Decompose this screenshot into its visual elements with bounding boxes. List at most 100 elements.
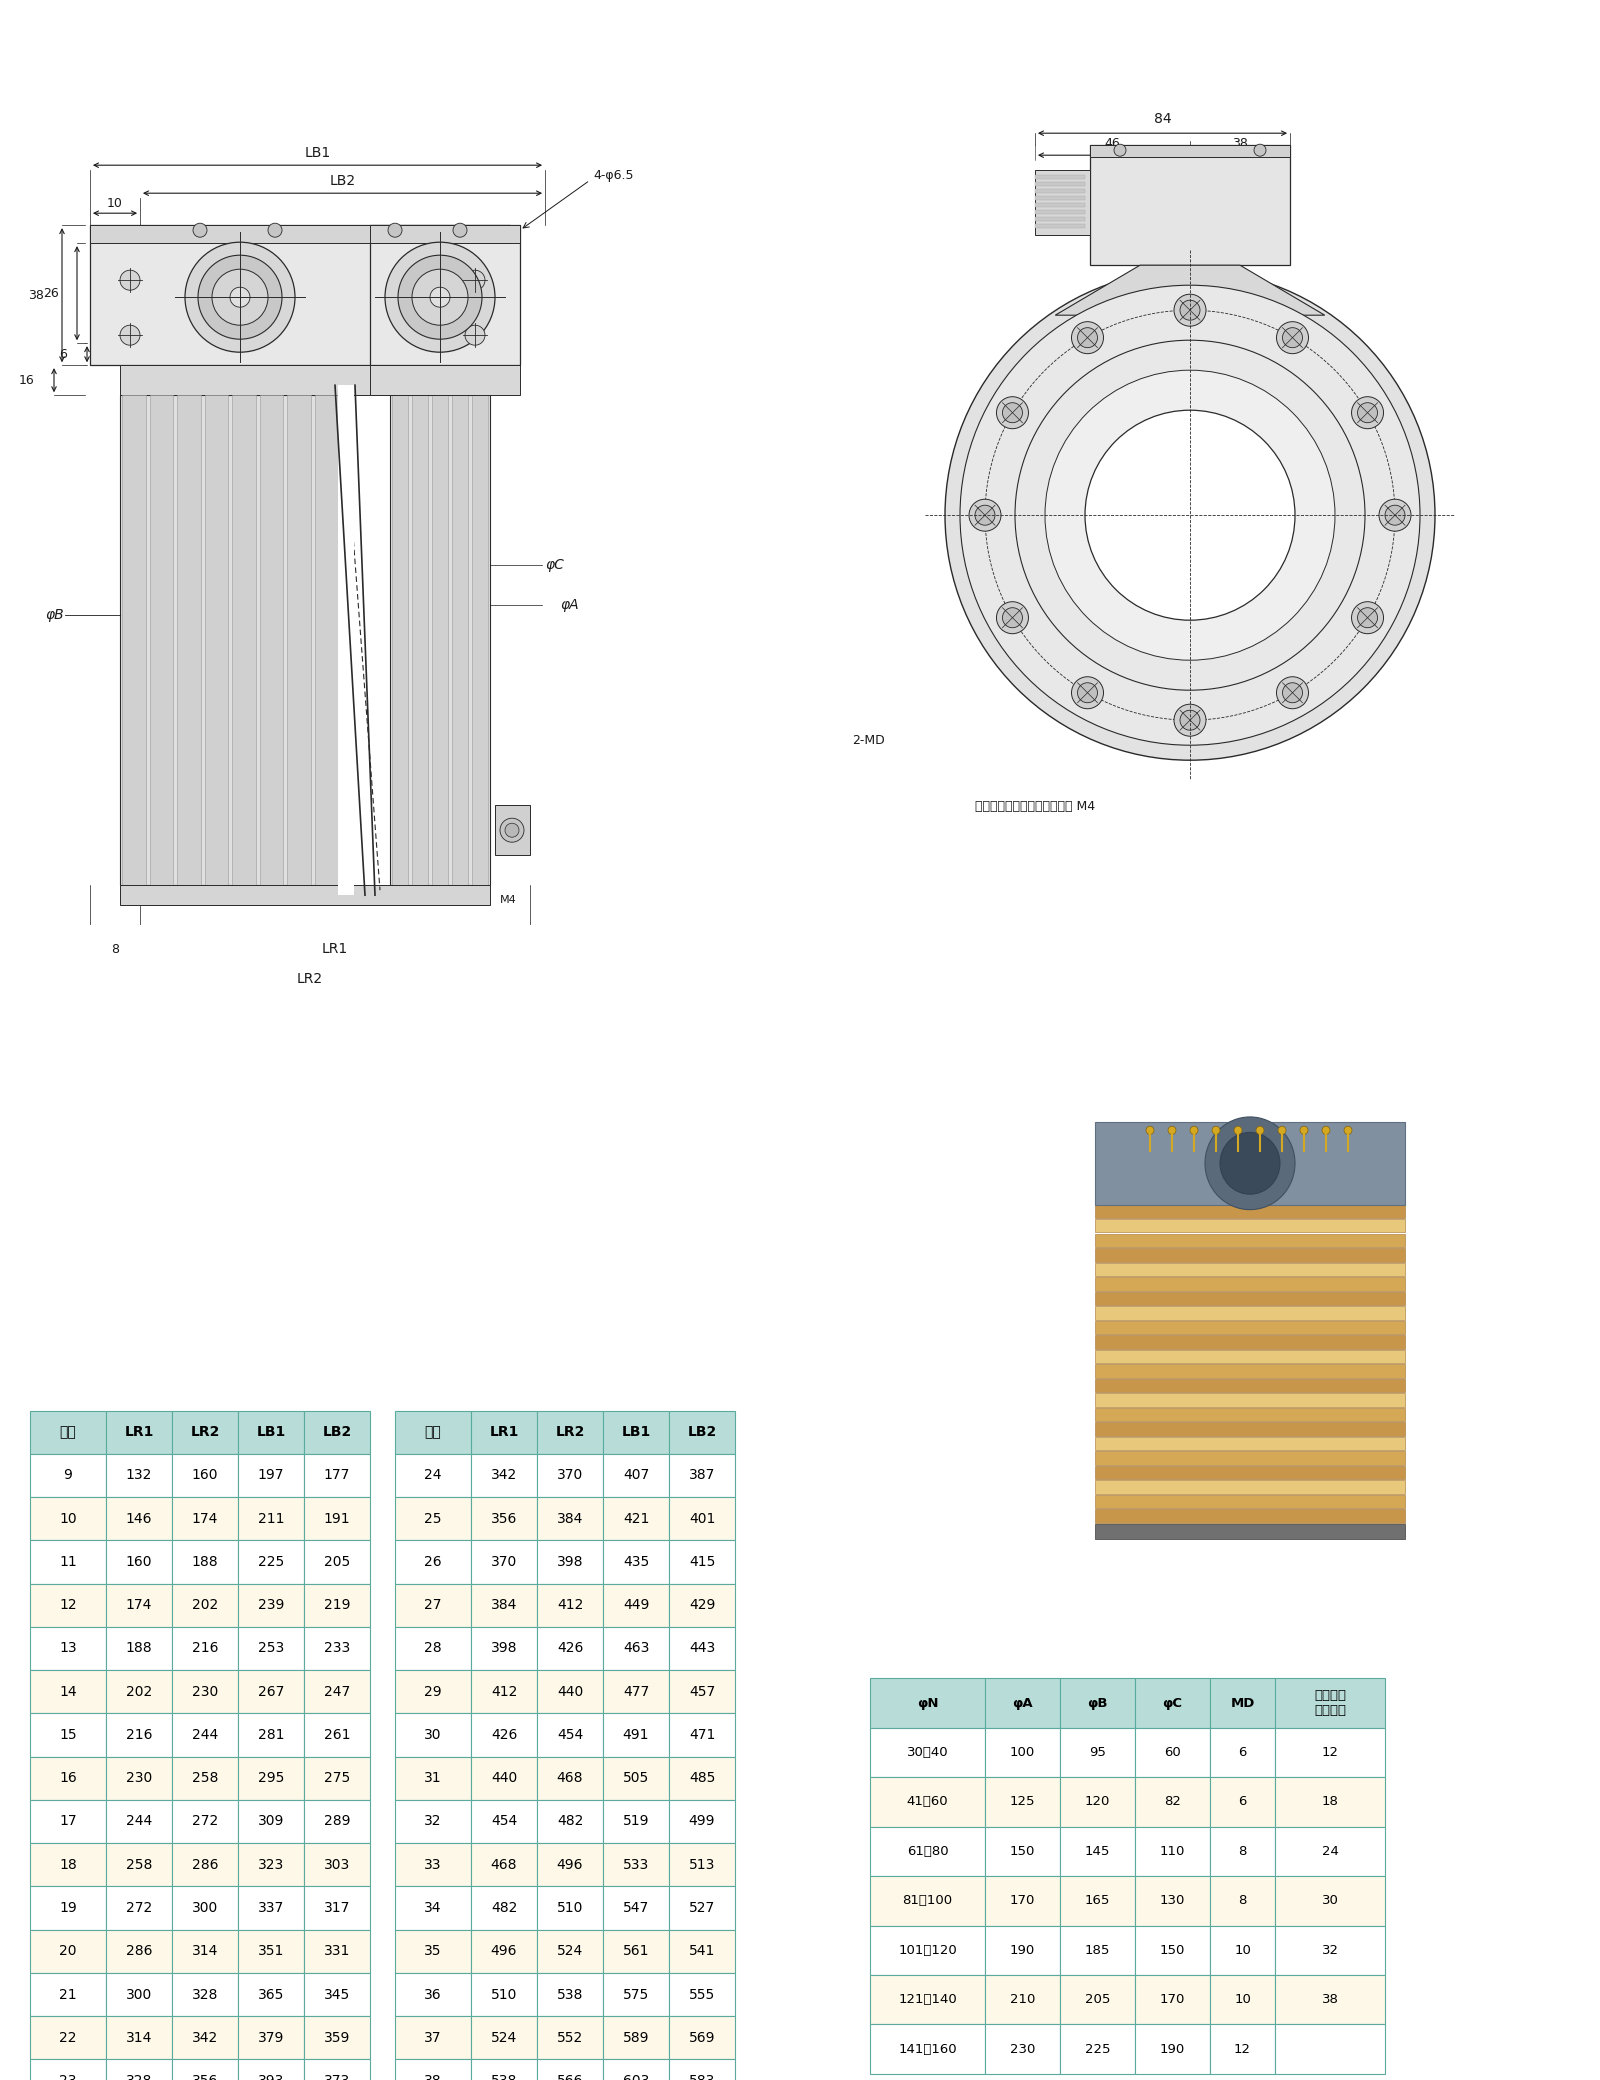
Text: 323: 323 [258, 1857, 285, 1872]
Bar [1094, 1233, 1405, 1248]
Bar [1059, 1679, 1134, 1728]
Text: 極数: 極数 [424, 1425, 442, 1439]
Polygon shape [1056, 264, 1325, 316]
Text: 35: 35 [424, 1945, 442, 1957]
Text: 216: 216 [192, 1641, 218, 1656]
Text: 491: 491 [622, 1728, 650, 1741]
Text: 8: 8 [1238, 1845, 1246, 1857]
Text: 379: 379 [258, 2030, 285, 2045]
Bar [603, 1541, 669, 1583]
Bar [90, 225, 510, 243]
Circle shape [1114, 144, 1126, 156]
Text: 524: 524 [491, 2030, 517, 2045]
Bar [304, 1714, 370, 1758]
Text: 225: 225 [1085, 2043, 1110, 2055]
Bar [470, 1541, 538, 1583]
Text: 387: 387 [690, 1468, 715, 1483]
Bar [986, 1826, 1059, 1876]
Bar [669, 1758, 734, 1799]
Text: 272: 272 [126, 1901, 152, 1916]
Bar [1059, 1926, 1134, 1974]
Circle shape [1174, 705, 1206, 736]
Text: 300: 300 [192, 1901, 218, 1916]
Text: 202: 202 [192, 1597, 218, 1612]
Bar [1094, 1335, 1405, 1348]
Text: 407: 407 [622, 1468, 650, 1483]
Text: 384: 384 [491, 1597, 517, 1612]
Bar [259, 395, 283, 886]
Bar [1094, 1379, 1405, 1392]
Text: 482: 482 [557, 1814, 582, 1828]
Circle shape [946, 270, 1435, 759]
Bar [238, 1583, 304, 1627]
Bar [238, 1454, 304, 1498]
Bar [173, 1498, 238, 1541]
Bar [106, 1454, 173, 1498]
Text: 160: 160 [126, 1556, 152, 1568]
Bar [870, 1876, 986, 1926]
Bar [395, 1498, 470, 1541]
Bar [538, 2016, 603, 2059]
Text: 125: 125 [1010, 1795, 1035, 1808]
Bar [538, 1454, 603, 1498]
Text: 261: 261 [323, 1728, 350, 1741]
Bar [238, 1714, 304, 1758]
Text: 541: 541 [690, 1945, 715, 1957]
Text: 496: 496 [557, 1857, 584, 1872]
Text: 583: 583 [690, 2074, 715, 2080]
Text: 15: 15 [59, 1728, 77, 1741]
Bar [1059, 1876, 1134, 1926]
Bar [30, 1454, 106, 1498]
Text: 84: 84 [1154, 112, 1171, 127]
Text: 300: 300 [126, 1988, 152, 2001]
Bar [1094, 1452, 1405, 1464]
Bar [1094, 1306, 1405, 1319]
Text: 26: 26 [43, 287, 59, 300]
Text: LB1: LB1 [304, 146, 331, 160]
Bar [1035, 210, 1085, 214]
Bar [538, 1498, 603, 1541]
Bar [986, 1728, 1059, 1776]
Bar [106, 1972, 173, 2016]
Circle shape [1072, 322, 1104, 354]
Bar [432, 395, 448, 886]
Text: 510: 510 [557, 1901, 582, 1916]
Text: 170: 170 [1160, 1993, 1186, 2005]
Bar [1090, 146, 1290, 158]
Bar [173, 2059, 238, 2080]
Text: 202: 202 [126, 1685, 152, 1699]
Bar [538, 1843, 603, 1887]
Circle shape [269, 223, 282, 237]
Bar [1094, 1321, 1405, 1333]
Circle shape [198, 256, 282, 339]
Text: 210: 210 [1010, 1993, 1035, 2005]
Text: 34: 34 [424, 1901, 442, 1916]
Bar [238, 1887, 304, 1930]
Bar [370, 366, 520, 395]
Bar [106, 1799, 173, 1843]
Bar [238, 1972, 304, 2016]
Bar [173, 1410, 238, 1454]
Text: 160: 160 [192, 1468, 218, 1483]
Text: 165: 165 [1085, 1895, 1110, 1907]
Circle shape [1256, 1125, 1264, 1134]
Bar [90, 225, 510, 366]
Text: 370: 370 [491, 1556, 517, 1568]
Bar [1059, 1776, 1134, 1826]
Bar [173, 1972, 238, 2016]
Bar [1210, 1876, 1275, 1926]
Text: 81～100: 81～100 [902, 1895, 952, 1907]
Text: 14: 14 [59, 1685, 77, 1699]
Bar [669, 2016, 734, 2059]
Text: 247: 247 [323, 1685, 350, 1699]
Bar [669, 1799, 734, 1843]
Circle shape [1277, 322, 1309, 354]
Text: 401: 401 [690, 1512, 715, 1525]
Text: 61～80: 61～80 [907, 1845, 949, 1857]
Bar [30, 1843, 106, 1887]
Text: 244: 244 [192, 1728, 218, 1741]
Circle shape [1278, 1125, 1286, 1134]
Bar [986, 1679, 1059, 1728]
Text: 185: 185 [1085, 1943, 1110, 1957]
Bar [603, 1843, 669, 1887]
